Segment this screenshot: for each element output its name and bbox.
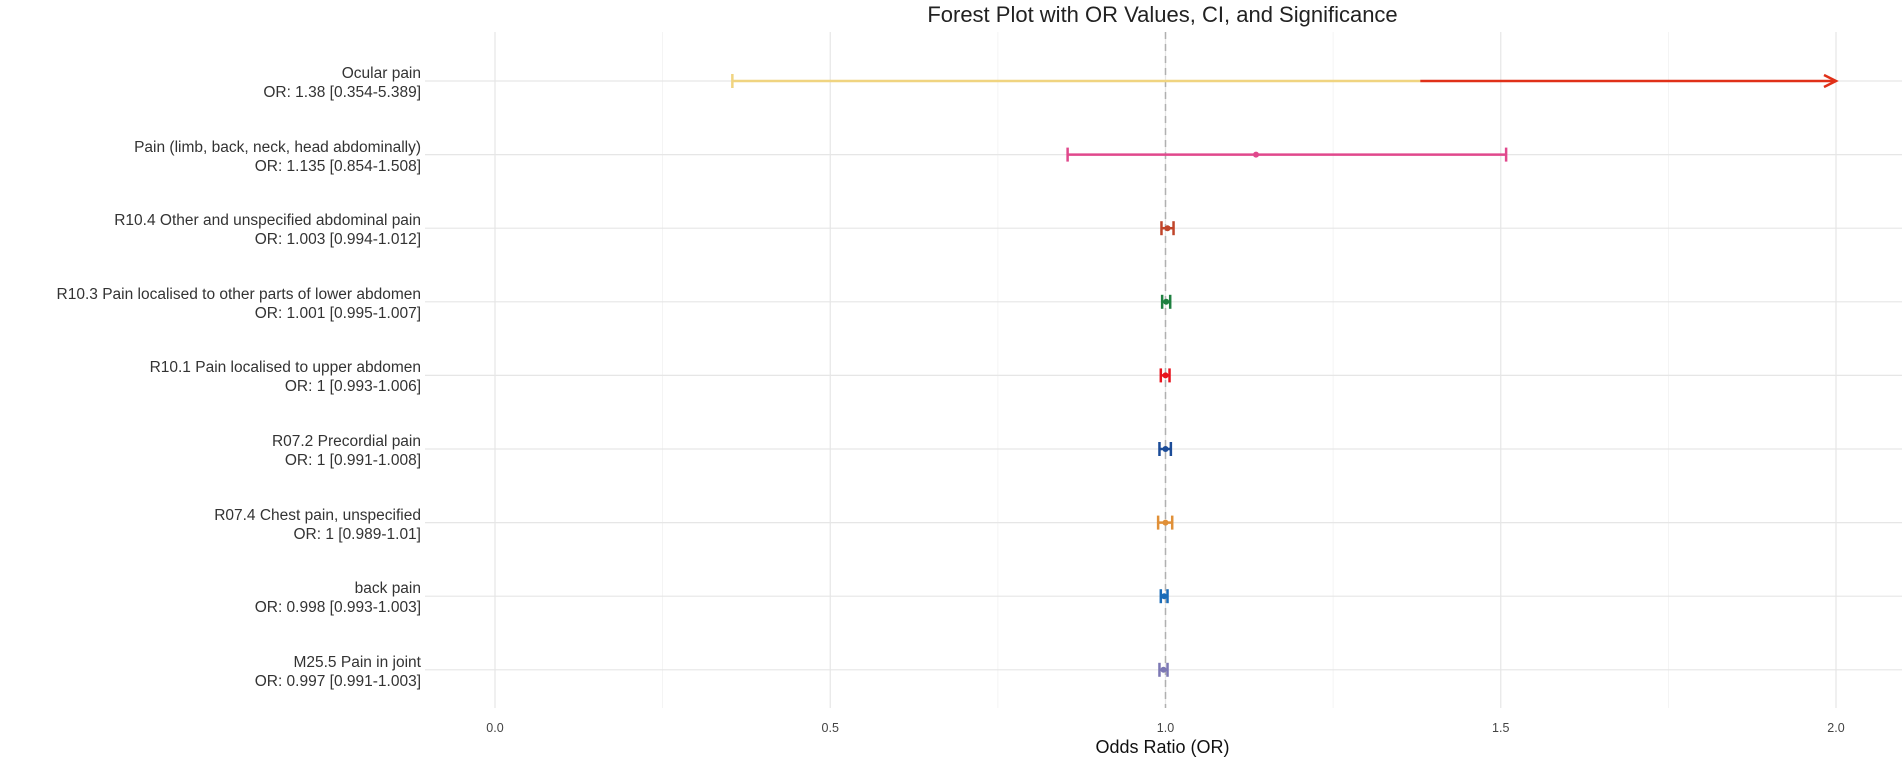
or-point xyxy=(1160,666,1167,673)
row-or-value: OR: 1.001 [0.995-1.007] xyxy=(254,304,421,322)
row-label: Pain (limb, back, neck, head abdominally… xyxy=(134,138,421,176)
ci-truncation-arrow xyxy=(1823,73,1839,89)
row-or-value: OR: 1 [0.989-1.01] xyxy=(293,525,421,543)
ci-row xyxy=(731,73,1839,89)
x-tick-label: 0.5 xyxy=(822,721,839,735)
or-point xyxy=(1161,593,1168,600)
x-axis-label: Odds Ratio (OR) xyxy=(1095,737,1230,757)
or-point xyxy=(1162,372,1169,379)
row-or-value: OR: 1.38 [0.354-5.389] xyxy=(263,84,421,101)
row-label: R07.2 Precordial pain OR: 1 [0.991-1.008] xyxy=(272,432,421,470)
ci-row xyxy=(1156,515,1174,530)
row-or-value: OR: 1 [0.993-1.006] xyxy=(284,378,421,396)
row-label: R07.4 Chest pain, unspecified OR: 1 [0.98… xyxy=(214,506,421,544)
row-name: Pain (limb, back, neck, head abdominally… xyxy=(134,138,421,156)
ci-row xyxy=(1160,294,1172,309)
row-name: R07.4 Chest pain, unspecified xyxy=(214,506,421,524)
x-tick-label: 0.0 xyxy=(486,721,503,735)
row-label: R10.3 Pain localised to other parts of l… xyxy=(57,285,421,323)
row-name: R10.3 Pain localised to other parts of l… xyxy=(56,285,421,303)
row-name: R10.1 Pain localised to upper abdomen xyxy=(149,359,421,377)
row-or-value: OR: 0.998 [0.993-1.003] xyxy=(254,599,421,617)
x-tick-label: 1.5 xyxy=(1492,721,1509,735)
or-point xyxy=(1164,225,1171,232)
ci-row xyxy=(1160,221,1175,236)
row-name: R07.2 Precordial pain xyxy=(271,433,421,450)
row-label: R10.1 Pain localised to upper abdomen OR:… xyxy=(150,358,421,396)
ci-row xyxy=(1158,662,1169,677)
row-name: Ocular pain xyxy=(341,65,421,82)
row-or-value: OR: 0.997 [0.991-1.003] xyxy=(254,672,421,690)
or-point xyxy=(1163,298,1170,305)
row-name: back pain xyxy=(354,580,421,598)
ci-row xyxy=(1158,442,1173,456)
ci-marks xyxy=(731,73,1839,677)
ci-row xyxy=(1159,589,1169,604)
grid xyxy=(425,32,1902,708)
row-label: R10.4 Other and unspecified abdominal pa… xyxy=(114,211,421,249)
row-name: R10.4 Other and unspecified abdominal pa… xyxy=(114,212,421,230)
ci-row xyxy=(1159,368,1171,383)
ci-row xyxy=(1066,147,1508,162)
row-label: M25.5 Pain in joint OR: 0.997 [0.991-1.00… xyxy=(255,653,421,691)
or-point xyxy=(1253,151,1260,158)
row-or-value: OR: 1.135 [0.854-1.508] xyxy=(254,157,421,175)
x-axis-ticks: 0.0 0.5 1.0 1.5 2.0 xyxy=(486,721,1844,735)
x-tick-label: 1.0 xyxy=(1157,721,1174,735)
row-name: M25.5 Pain in joint xyxy=(293,653,421,671)
row-or-value: OR: 1 [0.991-1.008] xyxy=(284,452,421,469)
or-point xyxy=(1162,519,1169,526)
row-or-value: OR: 1.003 [0.994-1.012] xyxy=(254,231,421,249)
row-label: back pain OR: 0.998 [0.993-1.003] xyxy=(255,579,421,617)
chart-title: Forest Plot with OR Values, CI, and Sign… xyxy=(927,2,1398,27)
x-tick-label: 2.0 xyxy=(1827,721,1844,735)
or-point xyxy=(1162,446,1169,452)
row-label: Ocular pain OR: 1.38 [0.354-5.389] xyxy=(263,64,421,102)
